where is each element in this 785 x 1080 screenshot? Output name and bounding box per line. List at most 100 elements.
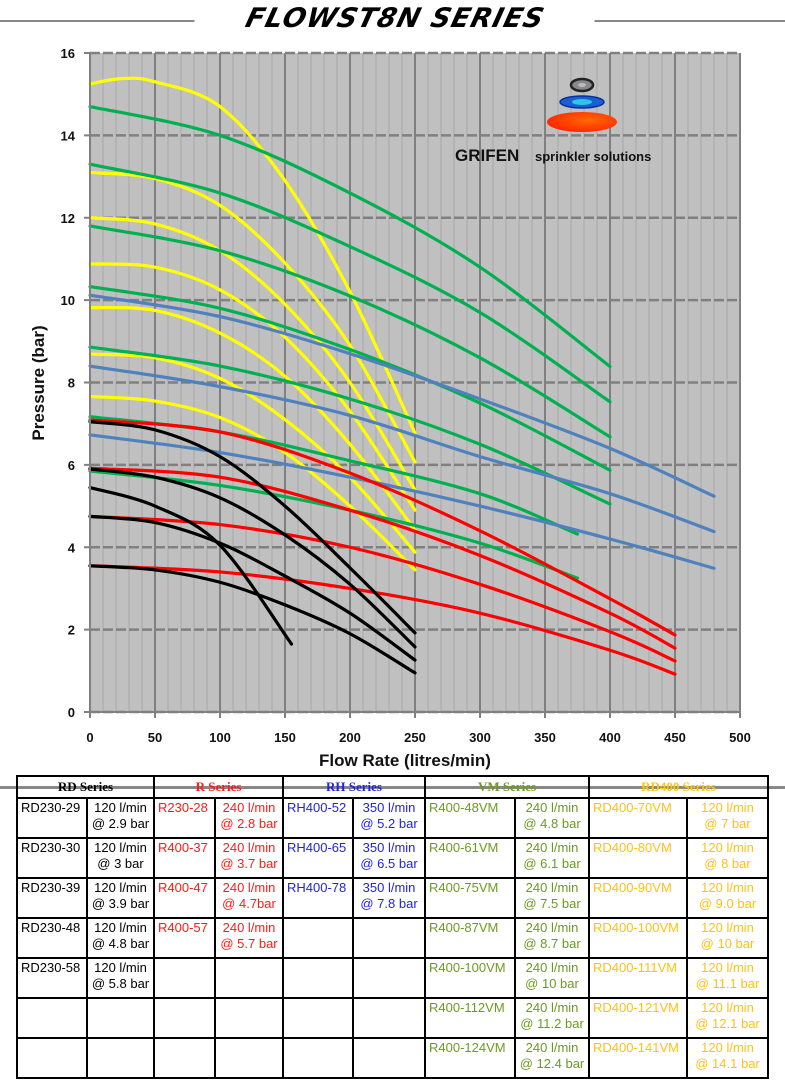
rating-cell: 350 l/min @ 5.2 bar: [352, 797, 427, 839]
model-cell: RD230-48: [16, 917, 88, 959]
logo-disc-top-center: [578, 83, 586, 87]
model-cell: R400-37: [153, 837, 216, 879]
model-cell: [282, 917, 355, 959]
model-cell: R400-47: [153, 877, 216, 919]
rating-cell: [352, 997, 427, 1039]
y-tick-label: 16: [61, 46, 75, 61]
x-tick-label: 100: [209, 730, 231, 745]
logo-disc-middle-center: [572, 99, 592, 105]
series-line-r400-100vm: [88, 224, 612, 439]
model-cell: R400-57: [153, 917, 216, 959]
series-line-r400-47: [88, 466, 677, 650]
series-line-r400-37: [88, 514, 677, 663]
rating-cell: 240 l/min @ 12.4 bar: [514, 1037, 591, 1079]
model-cell: R400-48VM: [424, 797, 517, 839]
table-row: RD230-48 120 l/min @ 4.8 bar R400-57 240 l/m…: [16, 917, 770, 959]
series-line-rd400-70vm: [88, 394, 417, 572]
x-tick-label: 200: [339, 730, 361, 745]
model-cell: R400-75VM: [424, 877, 517, 919]
model-cell: [153, 957, 216, 999]
series-header: RD400 Series: [588, 775, 770, 799]
brand-name: GRIFEN: [455, 146, 519, 165]
x-tick-label: 150: [274, 730, 296, 745]
model-cell: RD230-30: [16, 837, 88, 879]
model-cell: R400-112VM: [424, 997, 517, 1039]
series-line-r400-112vm: [88, 162, 612, 404]
rating-cell: 120 l/min @ 11.1 bar: [686, 957, 770, 999]
brand-tagline: sprinkler solutions: [535, 149, 651, 164]
rating-cell: 240 l/min @ 3.7 bar: [213, 837, 285, 879]
model-cell: RD400-121VM: [588, 997, 689, 1039]
rating-cell: [86, 1037, 155, 1079]
table-row: R400-112VM 240 l/min @ 11.2 bar RD400-121VM…: [16, 997, 770, 1039]
x-tick-label: 350: [534, 730, 556, 745]
rating-cell: 120 l/min @ 8 bar: [686, 837, 770, 879]
series-line-rd230-58: [88, 420, 417, 635]
series-line-rd230-39: [88, 485, 294, 646]
model-cell: RH400-52: [282, 797, 355, 839]
rating-cell: 120 l/min @ 9.0 bar: [686, 877, 770, 919]
series-header: VM Series: [424, 775, 591, 799]
model-cell: RD400-80VM: [588, 837, 689, 879]
rating-cell: 120 l/min @ 4.8 bar: [86, 917, 155, 959]
y-tick-label: 4: [68, 540, 76, 555]
rating-cell: 240 l/min @ 4.8 bar: [514, 797, 591, 839]
series-line-r400-124vm: [88, 104, 612, 369]
rating-cell: 240 l/min @ 4.7bar: [213, 877, 285, 919]
x-tick-label: 50: [148, 730, 162, 745]
series-header-row: RD Series R Series RH Series VM Series RD400…: [16, 775, 770, 799]
x-axis-title: Flow Rate (litres/min): [319, 751, 491, 770]
rating-cell: [213, 1037, 285, 1079]
series-header: RH Series: [282, 775, 427, 799]
series-line-rd230-30: [88, 514, 417, 662]
rating-cell: 240 l/min @ 6.1 bar: [514, 837, 591, 879]
rating-cell: 120 l/min @ 14.1 bar: [686, 1037, 770, 1079]
table-row: RD230-58 120 l/min @ 5.8 bar R400-100VM 240 …: [16, 957, 770, 999]
series-line-rd230-29: [88, 564, 417, 675]
model-cell: R400-100VM: [424, 957, 517, 999]
logo-disc-bottom: [547, 112, 617, 132]
model-cell: RH400-78: [282, 877, 355, 919]
y-axis-title: Pressure (bar): [29, 325, 48, 440]
model-cell: [282, 1037, 355, 1079]
rating-cell: 240 l/min @ 2.8 bar: [213, 797, 285, 839]
series-line-r400-57: [88, 418, 677, 637]
model-cell: [153, 997, 216, 1039]
rating-cell: 240 l/min @ 8.7 bar: [514, 917, 591, 959]
series-header: RD Series: [16, 775, 155, 799]
table-row: RD230-29 120 l/min @ 2.9 bar R230-28 240 l/m…: [16, 797, 770, 839]
page-title: FLOWST8N SERIES: [190, 2, 600, 36]
model-cell: RD400-111VM: [588, 957, 689, 999]
table-row: RD230-39 120 l/min @ 3.9 bar R400-47 240 l/m…: [16, 877, 770, 919]
series-line-rd400-141vm: [88, 76, 417, 435]
model-table: RD Series R Series RH Series VM Series RD400…: [16, 775, 770, 1079]
rating-cell: 350 l/min @ 6.5 bar: [352, 837, 427, 879]
series-line-rd400-80vm: [88, 352, 417, 554]
rating-cell: 240 l/min @ 11.2 bar: [514, 997, 591, 1039]
series-line-rd400-111vm: [88, 216, 417, 492]
x-tick-label: 0: [86, 730, 93, 745]
model-cell: RD230-58: [16, 957, 88, 999]
x-tick-label: 400: [599, 730, 621, 745]
rating-cell: [352, 917, 427, 959]
rating-cell: 240 l/min @ 5.7 bar: [213, 917, 285, 959]
y-tick-label: 6: [68, 458, 75, 473]
model-cell: RD230-39: [16, 877, 88, 919]
model-cell: [282, 997, 355, 1039]
series-line-rd400-100vm: [88, 262, 417, 512]
model-cell: RD400-90VM: [588, 877, 689, 919]
y-tick-label: 8: [68, 376, 75, 391]
x-tick-label: 450: [664, 730, 686, 745]
x-tick-label: 250: [404, 730, 426, 745]
rating-cell: [213, 997, 285, 1039]
rating-cell: 120 l/min @ 3 bar: [86, 837, 155, 879]
model-cell: R400-87VM: [424, 917, 517, 959]
model-cell: [153, 1037, 216, 1079]
series-line-r230-28: [88, 564, 677, 676]
model-cell: RD400-70VM: [588, 797, 689, 839]
rating-cell: 350 l/min @ 7.8 bar: [352, 877, 427, 919]
grifen-logo-icon: [547, 77, 617, 132]
rating-cell: [352, 1037, 427, 1079]
model-cell: RD230-29: [16, 797, 88, 839]
series-line-rh400-78: [88, 293, 716, 498]
